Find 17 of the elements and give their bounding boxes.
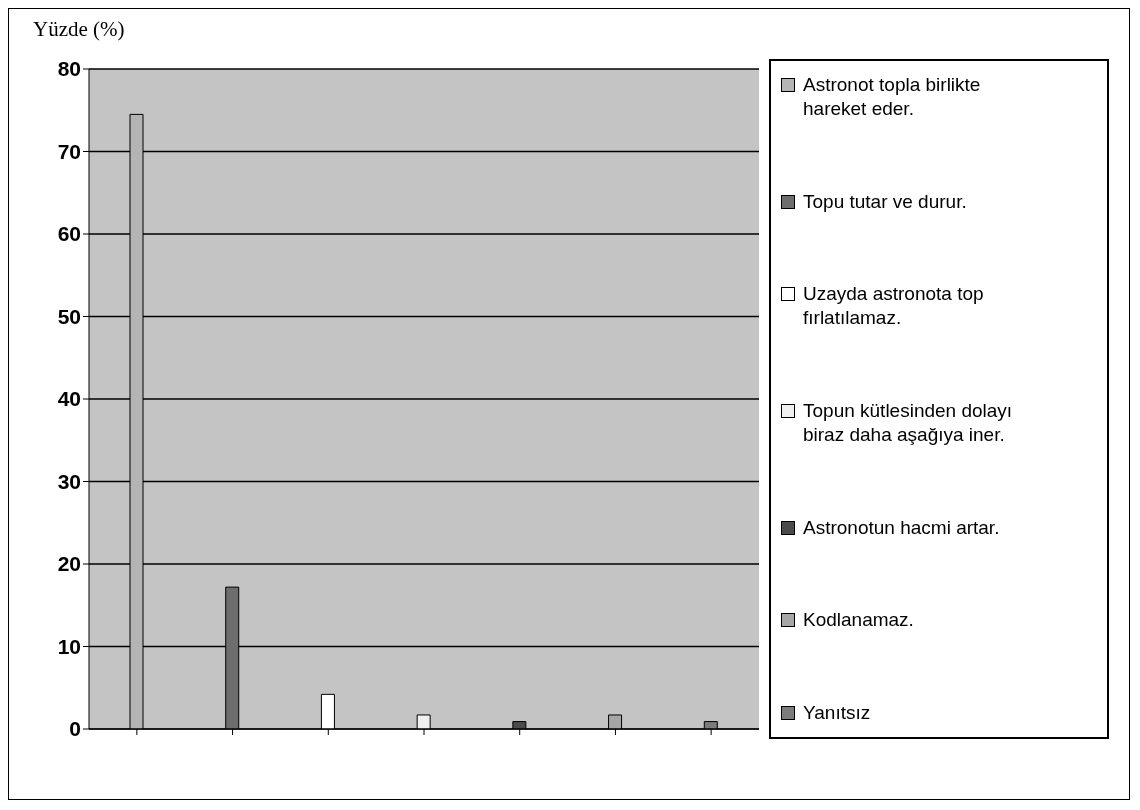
y-tick-label: 80 [57, 57, 81, 81]
y-tick-label: 20 [57, 552, 81, 576]
legend-label: Topun kütlesinden dolayı biraz daha aşağıya iner. [803, 398, 1014, 447]
legend-label: Kodlanamaz. [803, 608, 915, 633]
legend-label: Yanıtsız [803, 700, 872, 725]
y-tick-label: 0 [69, 717, 81, 741]
y-tick-label: 10 [57, 634, 81, 658]
y-tick-label: 60 [57, 222, 81, 246]
y-axis-title: Yüzde (%) [33, 17, 125, 42]
y-tick-label: 70 [57, 139, 81, 163]
legend-label: Uzayda astronota top fırlatılamaz. [803, 282, 985, 331]
y-tick-label: 30 [57, 469, 81, 493]
y-tick-label: 50 [57, 304, 81, 328]
legend-label: Astronot topla birlikte hareket eder. [803, 73, 982, 121]
legend-label: Astronotun hacmi artar. [803, 515, 1001, 540]
legend-label: Topu tutar ve durur. [803, 189, 968, 214]
y-tick-label: 40 [57, 387, 81, 411]
